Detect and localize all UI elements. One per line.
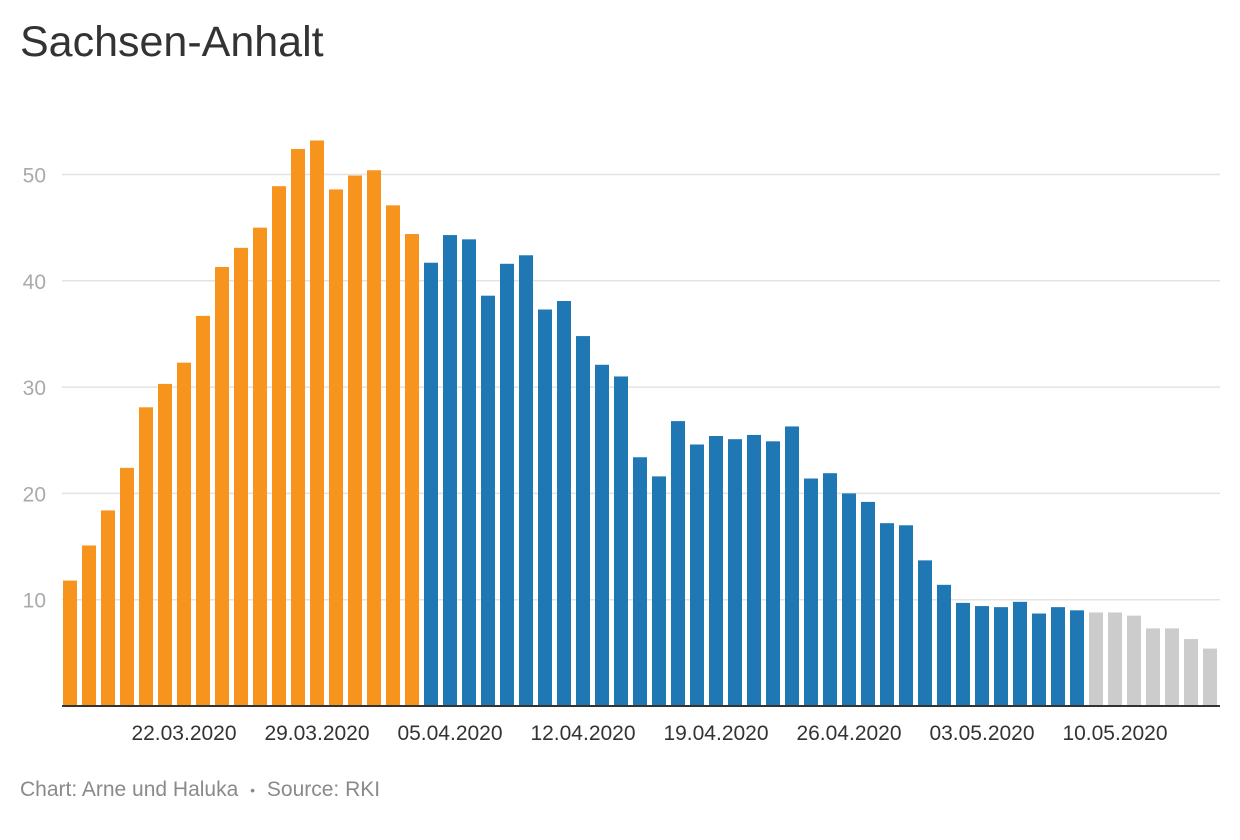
bar	[671, 421, 685, 706]
x-tick-label: 10.05.2020	[1062, 722, 1167, 745]
bar	[614, 376, 628, 706]
bar	[120, 467, 134, 706]
bar	[538, 309, 552, 706]
bar	[728, 439, 742, 706]
bar	[462, 239, 476, 706]
x-tick-label: 12.04.2020	[530, 722, 635, 745]
bar	[253, 227, 267, 706]
bar	[1013, 601, 1027, 706]
x-tick-label: 29.03.2020	[264, 722, 369, 745]
bar	[842, 493, 856, 706]
bar	[747, 434, 761, 706]
bar	[918, 560, 932, 706]
bar	[424, 262, 438, 706]
bar	[557, 300, 571, 706]
bar	[177, 362, 191, 706]
bar	[785, 426, 799, 706]
y-tick-label: 30	[23, 377, 46, 400]
bar	[291, 148, 305, 706]
bar	[880, 523, 894, 706]
chart-credit: Chart: Arne und Haluka	[20, 778, 239, 801]
x-tick-label: 05.04.2020	[397, 722, 502, 745]
bar	[899, 525, 913, 706]
bar	[576, 336, 590, 706]
y-tick-label: 40	[23, 271, 46, 294]
bar	[804, 478, 818, 706]
bar	[1070, 610, 1084, 706]
bar	[595, 364, 609, 706]
bar	[633, 457, 647, 706]
bar	[975, 606, 989, 706]
bar	[1184, 639, 1198, 706]
footer-separator: •	[250, 782, 256, 799]
y-tick-label: 50	[23, 165, 46, 188]
bar	[234, 247, 248, 707]
bar	[500, 263, 514, 706]
bar	[1203, 648, 1217, 706]
bar	[709, 435, 723, 706]
footer: Chart: Arne und Haluka • Source: RKI	[20, 778, 380, 802]
bar	[215, 266, 229, 706]
bar	[481, 295, 495, 706]
bar	[994, 607, 1008, 706]
bar	[519, 255, 533, 706]
bar	[823, 473, 837, 706]
bar	[956, 602, 970, 706]
bar	[272, 186, 286, 706]
y-tick-label: 20	[23, 483, 46, 506]
x-tick-label: 03.05.2020	[929, 722, 1034, 745]
y-axis-ticks: 10 20 30 40 50	[23, 165, 46, 613]
bar	[690, 444, 704, 706]
bar	[1165, 628, 1179, 706]
bar	[139, 407, 153, 706]
bar	[1051, 607, 1065, 706]
bar	[766, 441, 780, 706]
bar	[937, 584, 951, 706]
bar	[63, 580, 77, 706]
bar	[348, 175, 362, 707]
bar	[329, 189, 343, 706]
bar	[1032, 613, 1046, 706]
bar	[310, 140, 324, 706]
bar	[158, 383, 172, 706]
x-tick-label: 26.04.2020	[796, 722, 901, 745]
x-tick-label: 19.04.2020	[663, 722, 768, 745]
bar	[196, 315, 210, 706]
chart-title: Sachsen-Anhalt	[20, 18, 324, 66]
x-tick-label: 22.03.2020	[131, 722, 236, 745]
x-axis-ticks: 22.03.2020 29.03.2020 05.04.2020 12.04.2020…	[131, 722, 1167, 745]
y-tick-label: 10	[23, 590, 46, 613]
bar	[82, 545, 96, 706]
bar	[443, 235, 457, 706]
bar	[386, 205, 400, 706]
bar	[652, 476, 666, 706]
source-credit: Source: RKI	[266, 778, 381, 801]
bar	[1108, 612, 1122, 706]
bar	[861, 501, 875, 706]
bar	[367, 170, 381, 707]
bar	[1146, 628, 1160, 706]
bar	[405, 234, 419, 706]
bars	[63, 140, 1217, 707]
bar	[101, 510, 115, 706]
bar	[1089, 612, 1103, 706]
bar	[1127, 615, 1141, 706]
